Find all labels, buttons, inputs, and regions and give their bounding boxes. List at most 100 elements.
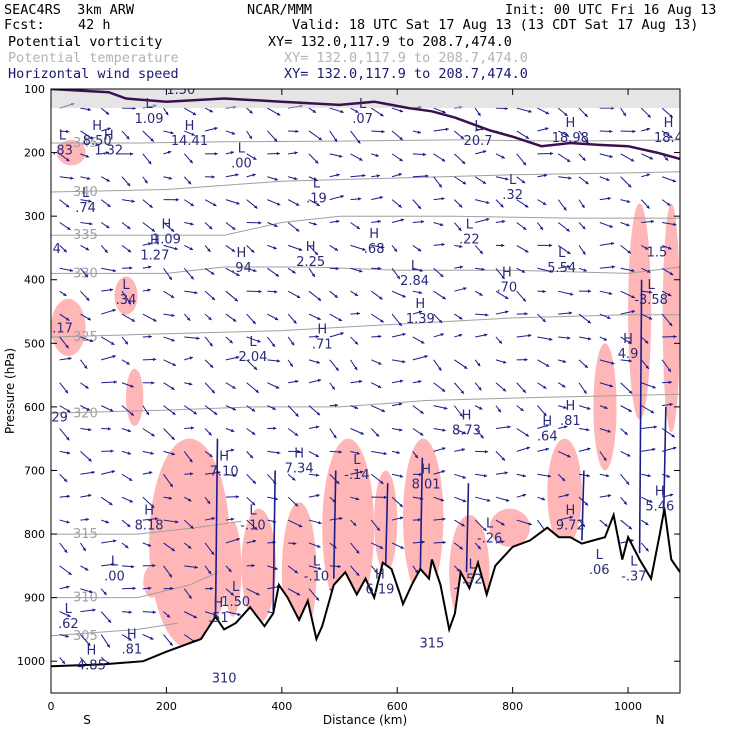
wind-vector-52	[101, 151, 110, 155]
wind-vector-430	[433, 540, 446, 545]
wind-vector-345	[350, 496, 360, 501]
wind-vector-583	[599, 428, 611, 433]
wind-vector-507	[516, 428, 530, 437]
wind-vector-178	[204, 267, 215, 276]
wind-vector-574	[599, 222, 614, 228]
hl-label-19: L5.54	[547, 246, 576, 276]
wind-vector-57	[101, 267, 117, 273]
wind-vector-184	[204, 405, 218, 416]
wind-vector-314	[329, 290, 339, 299]
wind-vector-9	[59, 313, 70, 322]
wind-vector-391	[412, 130, 422, 134]
wind-vector-188	[204, 496, 211, 505]
wind-vector-232	[246, 451, 254, 459]
wind-vector-562	[578, 382, 587, 395]
hl-value: .00	[231, 156, 252, 171]
wind-vector-640	[662, 380, 672, 384]
wind-vector-54	[100, 199, 111, 208]
hl-label-16: L2.84	[400, 259, 429, 289]
wind-vector-458	[475, 217, 490, 224]
wind-vector-415	[433, 197, 445, 201]
wind-vector-533	[557, 153, 571, 163]
wind-vector-245	[267, 244, 277, 250]
wind-vector-387	[391, 496, 404, 508]
wind-vector-392	[412, 152, 427, 157]
wind-vector-254	[267, 450, 281, 455]
wind-vector-265	[288, 176, 298, 181]
hl-letter: L	[232, 580, 240, 595]
wind-vector-332	[350, 197, 362, 201]
wind-vector-494	[516, 130, 530, 140]
wind-vector-44	[80, 542, 87, 552]
hl-letter: H	[415, 297, 425, 312]
wind-vector-41	[80, 470, 95, 475]
hl-letter: L	[249, 335, 257, 350]
wind-vector-77	[121, 152, 134, 156]
hl-letter: H	[375, 567, 385, 582]
wind-vector-413	[433, 153, 446, 162]
hl-label-53: .17	[52, 322, 73, 337]
wind-vector-599	[620, 359, 632, 363]
wind-vector-202	[225, 290, 239, 302]
updraft-vector-1	[272, 470, 276, 611]
wind-vector-625	[641, 496, 653, 503]
wind-vector-201	[225, 267, 240, 277]
hl-letter: H	[462, 408, 472, 423]
wind-vector-93	[121, 519, 131, 528]
wind-vector-259	[267, 565, 279, 570]
y-tick-label: 300	[24, 210, 45, 223]
wind-vector-219	[246, 153, 257, 161]
wind-vector-43	[80, 517, 90, 522]
wind-vector-586	[599, 494, 612, 498]
wind-vector-19	[59, 542, 68, 554]
wind-vector-106	[142, 265, 152, 269]
wind-vector-48	[80, 634, 91, 647]
wind-vector-138	[163, 450, 176, 456]
wind-vector-18	[59, 519, 70, 524]
wind-vector-8	[59, 290, 67, 297]
wind-vector-235	[246, 519, 258, 531]
wind-vector-177	[204, 245, 211, 253]
wind-vector-317	[329, 359, 340, 372]
hl-value: .83	[52, 144, 73, 159]
wind-vector-493	[516, 107, 532, 113]
wind-vector-234	[246, 496, 256, 506]
wind-vector-337	[350, 311, 360, 316]
wind-vector-637	[661, 313, 673, 327]
wind-vector-187	[205, 470, 221, 475]
wind-vector-78	[121, 176, 131, 187]
hl-value: 4	[53, 242, 61, 257]
wind-vector-209	[225, 448, 235, 452]
hl-label-36: H9.72	[556, 504, 585, 534]
wind-vector-10	[59, 336, 70, 349]
wind-vector-113	[142, 428, 155, 437]
hl-letter: H	[565, 399, 575, 414]
wind-vector-557	[578, 267, 587, 272]
wind-vector-436	[453, 222, 462, 232]
wind-vector-293	[308, 313, 321, 321]
wind-vector-328	[350, 107, 359, 114]
wind-vector-296	[308, 378, 322, 384]
wind-vector-98	[121, 634, 132, 641]
wind-vector-306	[329, 107, 344, 114]
wind-vector-350	[371, 129, 385, 134]
hl-label-50: H18.4	[654, 116, 680, 146]
wind-vector-617	[641, 313, 653, 320]
wind-vector-475	[495, 153, 506, 159]
wind-vector-516	[537, 199, 547, 206]
wind-vector-363	[370, 428, 380, 438]
wind-vector-433	[454, 153, 466, 165]
pv-region-13	[489, 508, 530, 547]
hl-letter: H	[565, 116, 575, 131]
wind-vector-143	[163, 565, 173, 578]
wind-vector-222	[246, 221, 262, 225]
pv-region-14	[547, 438, 582, 547]
wind-vector-339	[350, 359, 358, 371]
hl-letter: H	[502, 265, 512, 280]
hl-label-45: L.62	[58, 602, 79, 632]
x-tick-label: 1000	[614, 700, 642, 713]
wind-vector-536	[557, 222, 571, 232]
wind-vector-118	[142, 542, 152, 547]
wind-vector-631	[661, 176, 677, 183]
hl-label-14: H.94	[231, 246, 252, 276]
